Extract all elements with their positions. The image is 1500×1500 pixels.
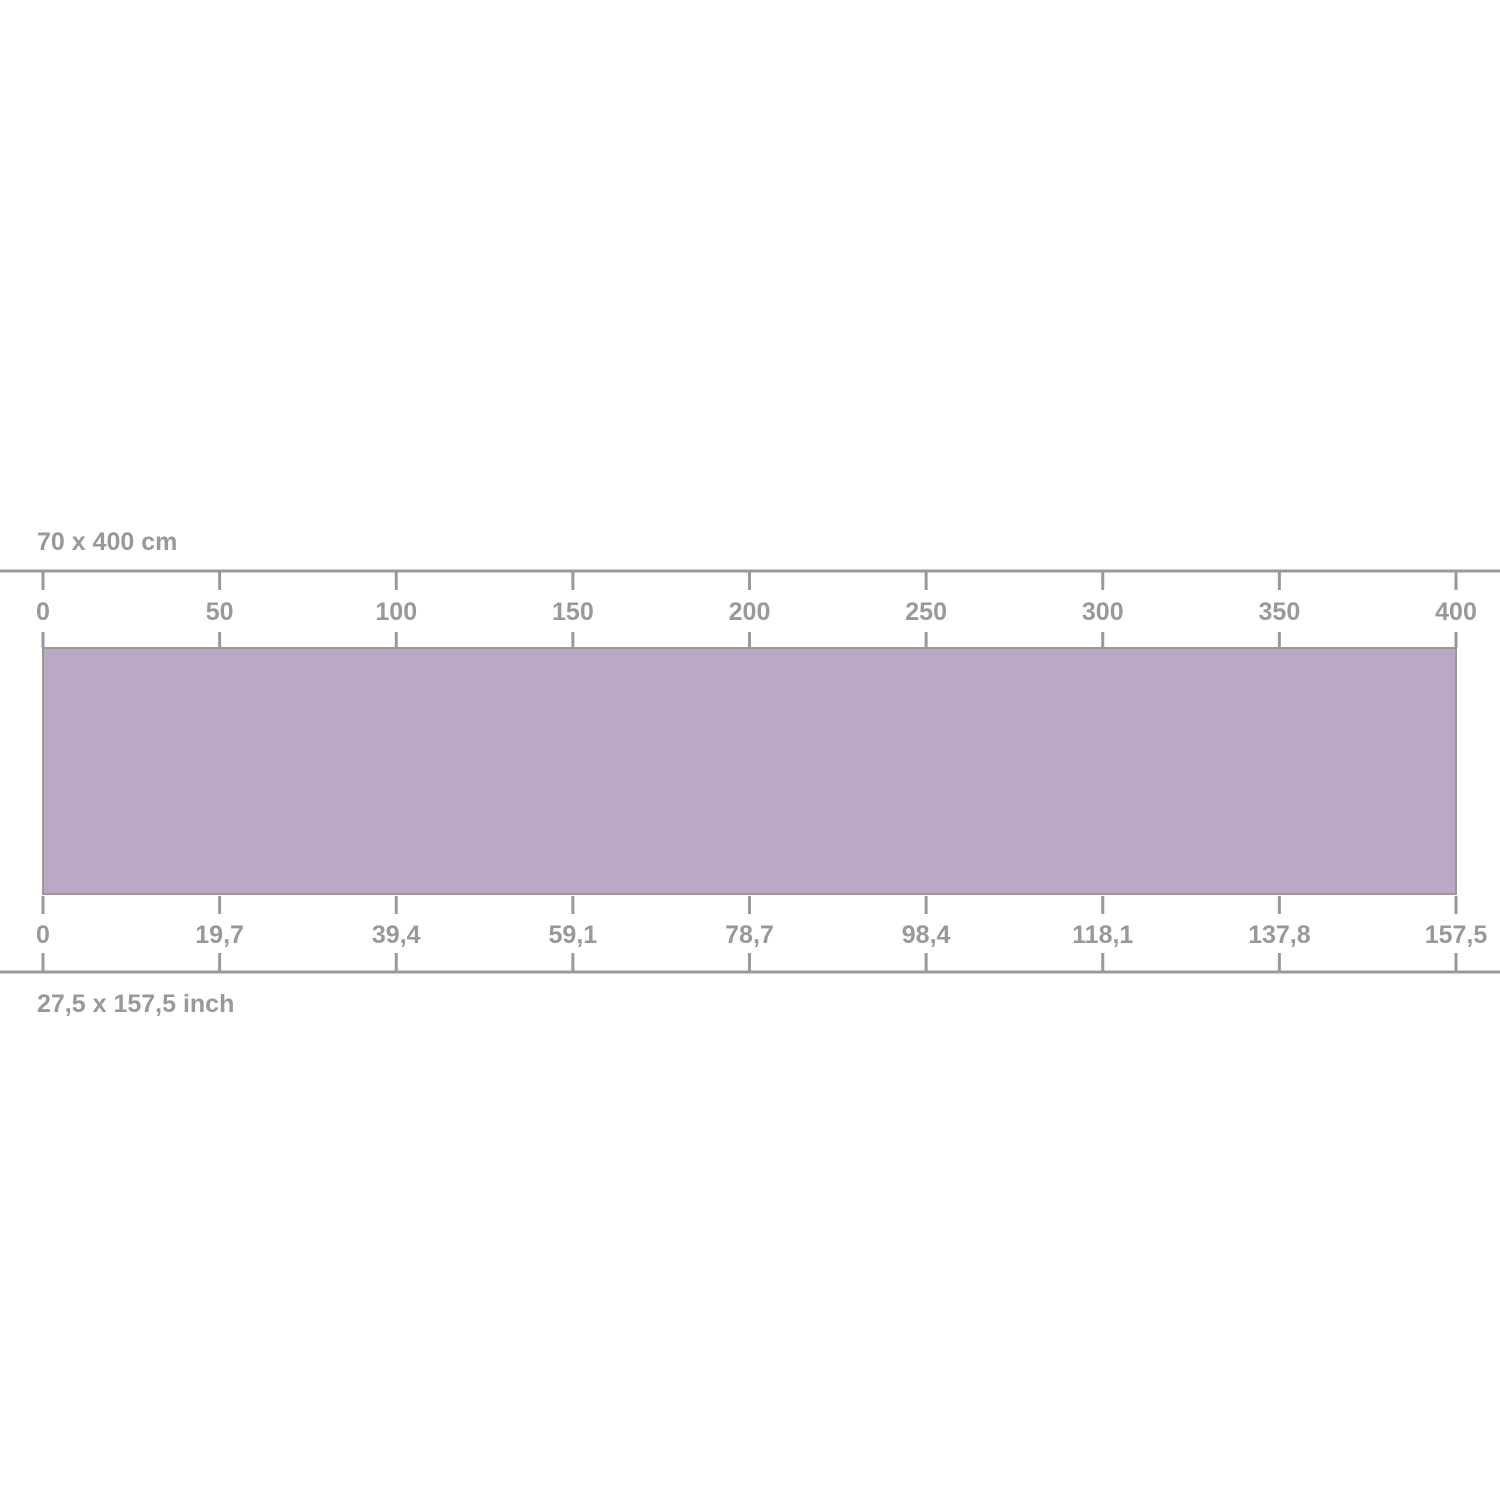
bottom-tick-label: 0 <box>36 921 50 949</box>
top-tick-label: 200 <box>729 598 771 626</box>
top-tick-label: 0 <box>36 598 50 626</box>
top-tick-label: 100 <box>375 598 417 626</box>
top-tick-label: 300 <box>1082 598 1124 626</box>
top-dimension-label: 70 x 400 cm <box>37 528 177 556</box>
bottom-tick-label: 39,4 <box>372 921 421 949</box>
top-tick-label: 50 <box>206 598 234 626</box>
bottom-tick-label: 118,1 <box>1072 921 1133 949</box>
bottom-tick-label: 137,8 <box>1248 921 1311 949</box>
bottom-tick-label: 59,1 <box>549 921 598 949</box>
top-tick-label: 150 <box>552 598 594 626</box>
bottom-dimension-label: 27,5 x 157,5 inch <box>37 990 234 1018</box>
bottom-tick-label: 157,5 <box>1425 921 1488 949</box>
top-tick-label: 350 <box>1259 598 1301 626</box>
top-tick-label: 250 <box>905 598 947 626</box>
product-rectangle <box>42 647 1457 895</box>
bottom-tick-label: 98,4 <box>902 921 951 949</box>
bottom-tick-label: 19,7 <box>195 921 244 949</box>
bottom-tick-label: 78,7 <box>725 921 774 949</box>
top-tick-label: 400 <box>1435 598 1477 626</box>
